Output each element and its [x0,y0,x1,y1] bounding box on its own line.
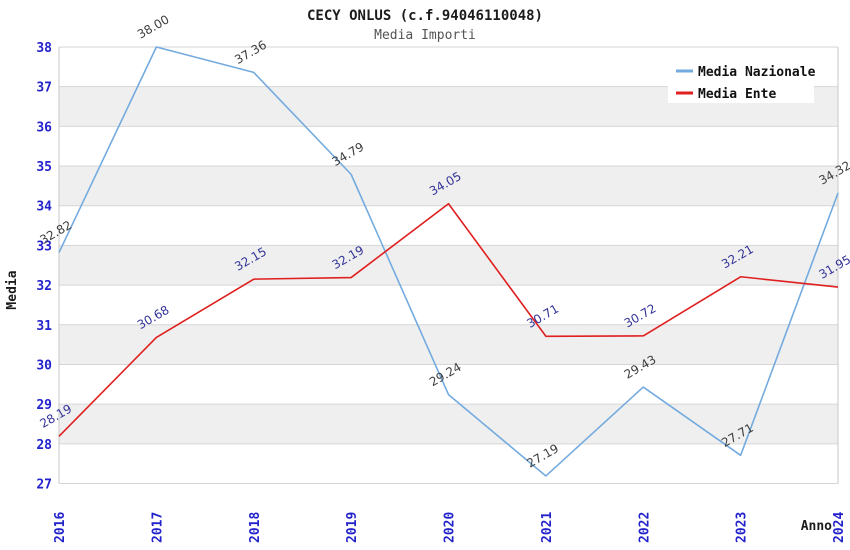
y-tick-label: 38 [36,41,52,56]
y-tick-label: 37 [36,81,52,96]
y-axis-title: Media [5,270,20,309]
shaded-band [59,404,838,444]
y-tick-label: 34 [36,200,52,215]
series-line-media-nazionale [58,46,839,477]
x-tick-label: 2022 [637,512,652,543]
y-tick-label: 31 [36,319,52,334]
legend-label-media-ente: Media Ente [698,87,776,102]
data-point-label: 37.36 [232,38,269,67]
x-tick-label: 2019 [345,512,360,543]
chart-title: CECY ONLUS (c.f.94046110048) [307,8,543,24]
y-tick-label: 32 [36,279,52,294]
y-tick-label: 35 [36,160,52,175]
x-axis-tick-labels: 2016 2017 2018 2019 2020 2021 2022 2023 2024 [53,512,847,543]
x-tick-label: 2024 [832,512,847,543]
data-point-label: 32.82 [38,218,75,247]
plot-bands [59,86,838,444]
y-tick-label: 27 [36,478,52,493]
plot-border [58,47,839,484]
x-tick-label: 2017 [150,512,165,543]
x-tick-label: 2020 [443,512,458,543]
chart-subtitle: Media Importi [374,28,476,43]
x-axis-title: Anno [801,519,832,534]
y-tick-label: 30 [36,358,52,373]
y-tick-label: 28 [36,438,52,453]
y-tick-label: 36 [36,120,52,135]
series-line-media-ente [58,202,839,437]
x-tick-label: 2016 [53,512,68,543]
shaded-band [59,245,838,286]
x-tick-label: 2021 [540,512,555,543]
shaded-band [59,324,838,365]
legend-background [668,53,814,103]
gridlines [59,46,838,484]
y-tick-label: 29 [36,398,52,413]
y-tick-label: 33 [36,239,52,254]
y-axis-tick-labels: 27 28 29 30 31 32 33 34 35 36 37 38 [36,41,52,493]
shaded-band [59,166,838,206]
legend-label-media-nazionale: Media Nazionale [698,65,816,80]
data-point-label: 34.79 [330,140,367,169]
series-lines [58,46,839,477]
x-tick-label: 2018 [248,512,263,543]
data-point-label: 38.00 [135,12,172,41]
legend: Media Nazionale Media Ente [668,53,816,103]
x-tick-label: 2023 [735,512,750,543]
